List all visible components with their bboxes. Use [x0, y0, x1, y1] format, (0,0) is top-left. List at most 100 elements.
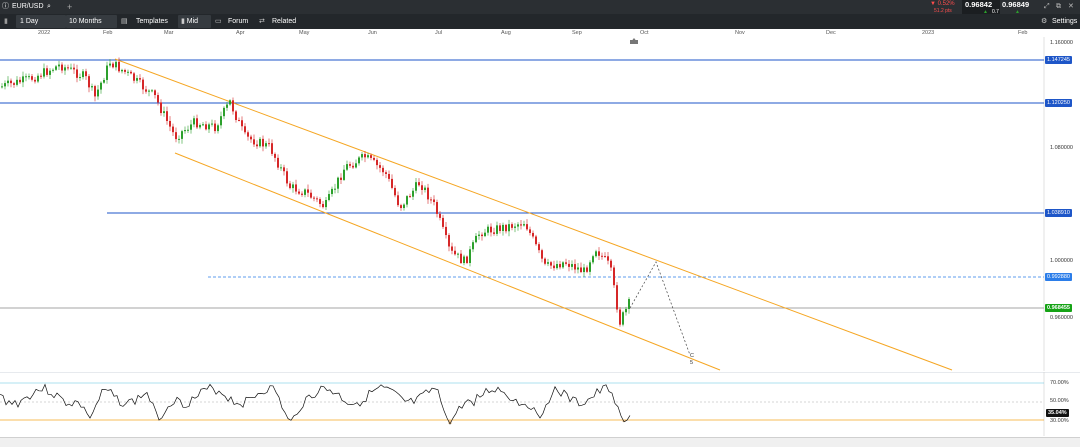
- candle-body: [559, 264, 561, 267]
- candle-body: [151, 90, 153, 91]
- close-icon[interactable]: ✕: [1068, 0, 1074, 14]
- candle-body: [625, 309, 627, 312]
- rsi-background: [0, 372, 1044, 436]
- candle-body: [355, 163, 357, 167]
- candle-body: [520, 224, 522, 225]
- candle-body: [259, 139, 261, 146]
- wave-5-label: 5: [690, 360, 693, 366]
- popout-icon[interactable]: ⧉: [1056, 0, 1061, 14]
- candle-body: [163, 111, 165, 113]
- search-icon[interactable]: ⌕: [47, 0, 51, 14]
- chart-background: [0, 37, 1044, 371]
- candle-body: [457, 254, 459, 255]
- candle-body: [133, 73, 135, 80]
- candle-body: [478, 235, 480, 236]
- rsi-tick-30: 30.00%: [1050, 418, 1069, 424]
- candle-body: [88, 76, 90, 87]
- candle-body: [490, 227, 492, 233]
- gear-icon[interactable]: ⚙: [1041, 15, 1047, 28]
- candle-body: [358, 157, 360, 163]
- time-tick: Sep: [572, 29, 582, 37]
- rsi-indicator-pane[interactable]: [0, 372, 1080, 436]
- candle-body: [271, 143, 273, 154]
- rsi-tick-50: 50.00%: [1050, 398, 1069, 404]
- candle-body: [280, 167, 282, 168]
- candle-body: [454, 251, 456, 255]
- candle-body: [433, 199, 435, 202]
- add-symbol-button[interactable]: +: [67, 0, 72, 14]
- candle-body: [25, 76, 27, 77]
- candle-body: [508, 224, 510, 231]
- candle-body: [331, 189, 333, 194]
- candle-body: [532, 233, 534, 237]
- candle-body: [166, 111, 168, 121]
- candle-body: [13, 83, 15, 85]
- candle-body: [337, 178, 339, 189]
- candle-body: [628, 299, 630, 309]
- candle-body: [367, 155, 369, 157]
- candle-body: [268, 143, 270, 144]
- instrument-symbol[interactable]: EUR/USD: [12, 0, 44, 14]
- candle-body: [361, 154, 363, 157]
- related-icon[interactable]: ⇄: [259, 15, 265, 28]
- candle-body: [442, 218, 444, 227]
- candle-body: [610, 261, 612, 268]
- candle-body: [211, 124, 213, 125]
- instrument-info-icon[interactable]: ⓘ: [2, 0, 9, 14]
- price-tick: 1.160000: [1050, 40, 1073, 46]
- time-tick: 2023: [922, 29, 934, 37]
- candle-body: [484, 233, 486, 236]
- level-badge-1[interactable]: 1.147245: [1045, 56, 1072, 64]
- candle-body: [148, 91, 150, 92]
- candle-body: [256, 144, 258, 146]
- candle-body: [313, 198, 315, 199]
- range-select[interactable]: 10 Months: [66, 15, 117, 28]
- candle-body: [544, 259, 546, 264]
- candle-body: [370, 155, 372, 158]
- mid-button[interactable]: ▮ Mid: [178, 15, 211, 28]
- candle-body: [421, 185, 423, 190]
- candle-body: [304, 189, 306, 194]
- candle-body: [496, 225, 498, 234]
- time-tick: Mar: [164, 29, 173, 37]
- candle-body: [499, 225, 501, 231]
- expand-icon[interactable]: ⤢: [1044, 0, 1050, 14]
- level-badge-4[interactable]: 0.992880: [1045, 273, 1072, 281]
- candle-body: [109, 64, 111, 66]
- candle-body: [550, 262, 552, 265]
- candle-body: [565, 262, 567, 264]
- interval-select[interactable]: 1 Day: [16, 15, 66, 28]
- candle-body: [19, 80, 21, 82]
- templates-button[interactable]: Templates: [136, 15, 168, 28]
- forum-button[interactable]: Forum: [228, 15, 248, 28]
- candle-body: [73, 68, 75, 70]
- time-tick: Apr: [236, 29, 245, 37]
- bid-price: 0.96842: [965, 0, 992, 12]
- templates-icon[interactable]: ▤: [121, 15, 128, 28]
- candle-body: [472, 242, 474, 249]
- candle-body: [364, 154, 366, 157]
- candle-body: [427, 188, 429, 200]
- candle-body: [616, 285, 618, 309]
- settings-button[interactable]: Settings: [1052, 15, 1077, 28]
- time-tick: Jul: [435, 29, 442, 37]
- candle-body: [136, 78, 138, 81]
- candle-body: [334, 189, 336, 190]
- price-tick: 1.000000: [1050, 258, 1073, 264]
- candle-body: [406, 196, 408, 204]
- chart-toolbar: ▮ 1 Day 10 Months ▤ Templates ▮ Mid ▭ Fo…: [0, 14, 1080, 29]
- candle-body: [316, 198, 318, 199]
- candle-body: [64, 67, 66, 70]
- candle-body: [97, 90, 99, 97]
- level-badge-2[interactable]: 1.120250: [1045, 99, 1072, 107]
- level-badge-3[interactable]: 1.038910: [1045, 209, 1072, 217]
- candle-body: [448, 235, 450, 246]
- related-button[interactable]: Related: [272, 15, 296, 28]
- candle-body: [250, 137, 252, 140]
- forum-icon[interactable]: ▭: [215, 15, 222, 28]
- candle-body: [232, 100, 234, 111]
- candle-body: [595, 251, 597, 256]
- candle-body: [238, 120, 240, 121]
- candle-body: [580, 267, 582, 272]
- price-chart[interactable]: C 5: [0, 37, 1080, 371]
